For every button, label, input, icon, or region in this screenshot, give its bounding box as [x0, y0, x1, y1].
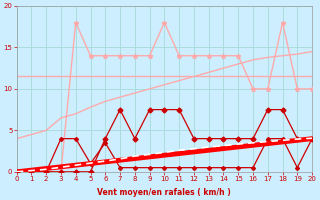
X-axis label: Vent moyen/en rafales ( km/h ): Vent moyen/en rafales ( km/h ): [98, 188, 231, 197]
